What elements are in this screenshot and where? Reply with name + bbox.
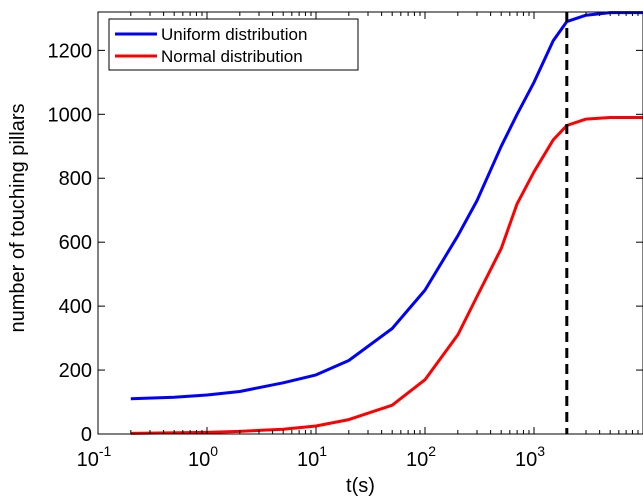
legend-label-2: Normal distribution	[161, 47, 303, 66]
x-axis-label: t(s)	[346, 475, 375, 497]
legend-label-1: Uniform distribution	[161, 25, 307, 44]
x-tick-label: 100	[188, 443, 218, 471]
plot-frame	[97, 11, 643, 435]
x-tick-label: 102	[406, 443, 436, 471]
y-axis-label: number of touching pillars	[7, 103, 29, 332]
legend-box	[108, 18, 359, 71]
y-tick-label: 0	[81, 424, 92, 446]
x-tick-label: 10-1	[77, 443, 112, 471]
y-tick-label: 800	[59, 168, 92, 190]
y-tick-label: 600	[59, 232, 92, 254]
x-tick-label: 101	[297, 443, 327, 471]
y-axis-ticks: 0 200 400 600 800 1000 1200	[48, 40, 643, 446]
legend: Uniform distribution Normal distribution	[108, 18, 359, 71]
y-tick-label: 1200	[48, 40, 93, 62]
x-tick-label: 103	[515, 443, 545, 471]
series-line-2	[130, 116, 643, 435]
y-tick-label: 400	[59, 296, 92, 318]
y-tick-label: 200	[59, 360, 92, 382]
y-tick-label: 1000	[48, 104, 93, 126]
x-axis-ticks: 10-1 100 101 102 103	[77, 12, 639, 471]
